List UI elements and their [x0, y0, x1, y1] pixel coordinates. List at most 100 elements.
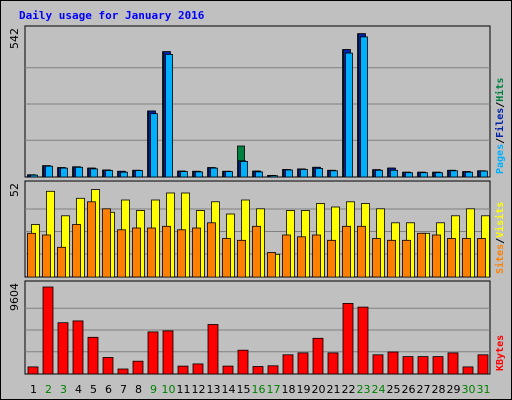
bar-kbytes: [462, 366, 474, 375]
bar-kbytes: [27, 366, 39, 375]
day-label: 14: [222, 383, 236, 396]
bar-kbytes: [252, 366, 264, 375]
panel-visits_sites: 52 Sites/Visits: [8, 180, 506, 278]
bar-pages: [45, 165, 53, 178]
bar-pages: [375, 169, 383, 178]
side-legend-item: Sites: [494, 244, 506, 274]
bar-pages: [420, 172, 428, 178]
bar-sites: [312, 234, 321, 278]
bar-pages: [210, 167, 218, 178]
bar-pages: [450, 170, 458, 178]
side-legend-visits_sites: Sites/Visits: [494, 202, 506, 274]
bar-kbytes: [192, 363, 204, 375]
bar-kbytes: [222, 365, 234, 375]
side-legend-item: Hits: [494, 78, 506, 102]
bar-pages: [120, 171, 128, 178]
bar-sites: [282, 234, 291, 278]
bar-pages: [180, 171, 188, 178]
bar-sites: [72, 224, 81, 278]
bar-sites: [117, 229, 126, 278]
bar-kbytes: [72, 320, 84, 375]
side-legend-item: Pages: [495, 144, 506, 174]
bar-kbytes: [447, 352, 459, 375]
bar-pages: [60, 167, 68, 178]
bar-sites: [402, 239, 411, 278]
bar-sites: [87, 201, 96, 278]
day-label: 20: [312, 383, 326, 396]
bar-sites: [42, 234, 51, 278]
bar-pages: [135, 170, 143, 178]
bar-pages: [480, 170, 488, 178]
bar-sites: [297, 236, 306, 278]
day-label: 29: [447, 383, 461, 396]
bar-kbytes: [357, 306, 369, 375]
day-label: 30: [462, 383, 476, 396]
bar-kbytes: [147, 331, 159, 375]
side-legend-item: Visits: [494, 202, 506, 238]
day-label: 12: [192, 383, 206, 396]
bar-pages: [255, 171, 263, 178]
bar-pages: [285, 169, 293, 178]
day-label: 16: [252, 383, 266, 396]
bar-kbytes: [282, 354, 294, 375]
y-max-label: 542: [8, 28, 21, 49]
bar-pages: [330, 170, 338, 178]
bar-kbytes: [432, 356, 444, 375]
bar-sites: [327, 239, 336, 278]
side-legend-item: KBytes: [495, 335, 506, 371]
bar-sites: [342, 225, 351, 278]
day-label: 13: [207, 383, 221, 396]
bar-sites: [222, 238, 231, 278]
day-label: 2: [45, 383, 52, 396]
day-label: 24: [372, 383, 386, 396]
bar-sites: [27, 232, 36, 278]
bar-kbytes: [87, 336, 99, 375]
day-label: 5: [90, 383, 97, 396]
day-label: 9: [150, 383, 157, 396]
bar-sites: [207, 222, 216, 278]
panel-kbytes: 9604 KBytes: [8, 280, 506, 375]
bar-kbytes: [162, 330, 174, 375]
bar-pages: [105, 170, 113, 178]
side-legend-item: /: [495, 238, 506, 244]
bar-pages: [315, 167, 323, 178]
bar-kbytes: [177, 365, 189, 375]
bar-pages: [360, 36, 368, 178]
bar-kbytes: [132, 360, 144, 375]
bar-pages: [435, 172, 443, 178]
day-label: 15: [237, 383, 251, 396]
day-label: 19: [297, 383, 311, 396]
bar-sites: [147, 227, 156, 278]
bar-kbytes: [372, 354, 384, 375]
y-max-label: 9604: [8, 283, 21, 311]
chart-title: Daily usage for January 2016: [19, 9, 205, 22]
bar-sites: [177, 229, 186, 278]
day-label: 1: [30, 383, 37, 396]
day-label: 31: [477, 383, 491, 396]
side-legend-kbytes: KBytes: [495, 335, 506, 371]
day-label: 25: [387, 383, 401, 396]
day-label: 28: [432, 383, 446, 396]
bar-sites: [462, 238, 471, 278]
bar-sites: [252, 225, 261, 278]
bar-sites: [357, 225, 366, 278]
bar-sites: [387, 239, 396, 278]
day-label: 7: [120, 383, 127, 396]
day-label: 21: [327, 383, 341, 396]
plot-area-pages_files_hits: [24, 25, 491, 178]
bar-kbytes: [57, 322, 69, 375]
bar-kbytes: [327, 352, 339, 375]
side-legend-item: /: [495, 138, 506, 144]
day-label: 8: [135, 383, 142, 396]
bar-sites: [162, 225, 171, 278]
bar-pages: [150, 113, 158, 178]
bar-sites: [192, 227, 201, 278]
bar-pages: [300, 169, 308, 178]
bar-kbytes: [297, 352, 309, 375]
bar-sites: [372, 238, 381, 278]
bar-kbytes: [42, 286, 54, 375]
bar-pages: [270, 175, 278, 178]
bar-pages: [30, 174, 38, 178]
